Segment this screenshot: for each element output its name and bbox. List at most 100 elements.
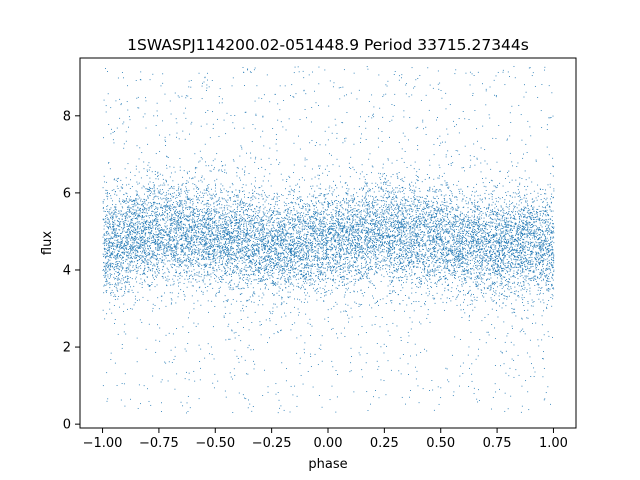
data-point [275, 258, 277, 259]
data-point [315, 230, 317, 232]
data-point [199, 160, 201, 162]
data-point [274, 254, 276, 256]
data-point [230, 235, 232, 237]
data-point [308, 246, 310, 248]
data-point [540, 272, 542, 274]
data-point [278, 222, 280, 224]
data-point [512, 275, 513, 277]
data-point [510, 395, 512, 397]
data-point [304, 238, 306, 240]
data-point [200, 237, 201, 239]
data-point [432, 213, 434, 215]
data-point [284, 217, 286, 219]
data-point [396, 271, 398, 273]
data-point [480, 261, 482, 263]
data-point [239, 210, 241, 212]
data-point [307, 212, 309, 213]
data-point [337, 275, 339, 277]
data-point [510, 265, 512, 266]
data-point [239, 214, 241, 215]
data-point [507, 217, 509, 219]
data-point [141, 284, 143, 286]
data-point [325, 254, 327, 256]
data-point [281, 269, 283, 271]
data-point [491, 237, 493, 239]
data-point [363, 274, 365, 276]
data-point [355, 239, 356, 241]
data-point [318, 274, 319, 276]
data-point [527, 268, 529, 270]
data-point [207, 202, 209, 204]
data-point [433, 143, 435, 145]
data-point [260, 239, 262, 241]
data-point [398, 239, 400, 241]
data-point [361, 274, 362, 276]
data-point [193, 274, 195, 276]
data-point [263, 294, 265, 296]
data-point [230, 249, 232, 251]
data-point [384, 237, 386, 239]
data-point [221, 238, 223, 240]
data-point [546, 237, 548, 239]
data-point [477, 222, 479, 224]
data-point [457, 290, 459, 292]
data-point [507, 206, 509, 208]
data-point [107, 258, 109, 260]
data-point [491, 308, 493, 310]
data-point [152, 307, 154, 309]
data-point [464, 299, 465, 301]
data-point [106, 221, 108, 223]
data-point [391, 198, 393, 200]
data-point [509, 239, 511, 241]
data-point [162, 260, 164, 261]
data-point [342, 238, 344, 240]
data-point [198, 265, 199, 267]
data-point [458, 267, 459, 268]
data-point [305, 274, 307, 276]
data-point [454, 242, 456, 244]
data-point [480, 230, 482, 232]
data-point [508, 240, 509, 242]
data-point [110, 292, 111, 294]
data-point [202, 212, 204, 214]
data-point [202, 239, 203, 240]
data-point [146, 243, 147, 245]
data-point [219, 246, 221, 248]
data-point [289, 262, 291, 264]
data-point [453, 237, 455, 239]
data-point [245, 203, 247, 205]
data-point [494, 236, 496, 238]
data-point [244, 266, 246, 268]
data-point [316, 250, 318, 252]
data-point [450, 300, 452, 302]
data-point [330, 250, 332, 252]
data-point [446, 208, 448, 210]
data-point [222, 228, 224, 229]
data-point [109, 225, 111, 227]
data-point [150, 263, 152, 265]
data-point [430, 255, 431, 257]
data-point [266, 265, 268, 267]
data-point [212, 266, 214, 268]
data-point [353, 231, 355, 233]
data-point [480, 228, 482, 229]
data-point [477, 227, 479, 229]
data-point [304, 238, 306, 240]
data-point [289, 193, 291, 195]
data-point [199, 228, 201, 230]
data-point [312, 223, 314, 225]
data-point [209, 137, 211, 139]
data-point [519, 191, 520, 193]
data-point [427, 257, 429, 259]
data-point [113, 206, 115, 208]
data-point [137, 239, 139, 240]
data-point [112, 233, 114, 235]
data-point [110, 257, 112, 259]
data-point [317, 277, 319, 279]
data-point [131, 256, 133, 258]
data-point [268, 247, 270, 249]
data-point [113, 276, 115, 278]
data-point [242, 304, 244, 306]
data-point [520, 270, 522, 272]
data-point [120, 221, 122, 222]
